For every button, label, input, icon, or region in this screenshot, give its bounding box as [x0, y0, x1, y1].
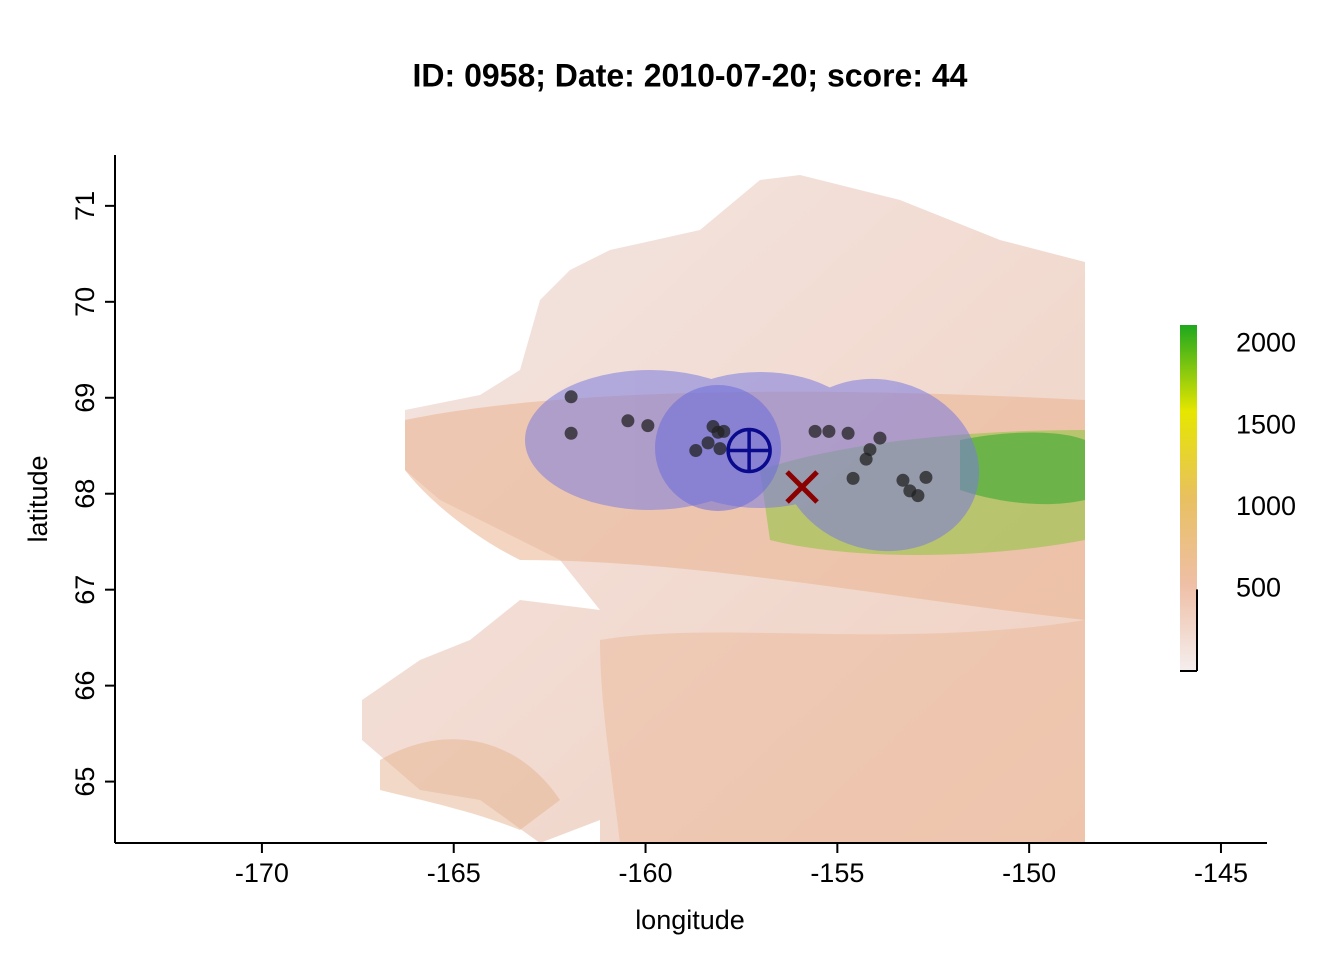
- point: [911, 489, 925, 503]
- colorbar-tick-label: 500: [1236, 573, 1281, 603]
- point: [701, 436, 715, 450]
- y-axis-label: latitude: [23, 455, 53, 542]
- y-tick-label: 67: [70, 575, 100, 605]
- point: [822, 424, 836, 438]
- y-tick-label: 68: [70, 479, 100, 509]
- point: [713, 442, 727, 456]
- point: [808, 424, 822, 438]
- y-tick-label: 69: [70, 383, 100, 413]
- point: [689, 444, 703, 458]
- y-tick-label: 70: [70, 287, 100, 317]
- y-tick-label: 65: [70, 767, 100, 797]
- x-axis-label: longitude: [635, 905, 745, 935]
- point: [564, 426, 578, 440]
- point: [846, 471, 860, 485]
- colorbar: [1180, 325, 1197, 671]
- point: [859, 452, 873, 466]
- chart-title: ID: 0958; Date: 2010-07-20; score: 44: [413, 57, 968, 93]
- colorbar-tick-label: 1500: [1236, 409, 1296, 439]
- point: [919, 470, 933, 484]
- point: [717, 424, 731, 438]
- y-tick-label: 71: [70, 191, 100, 221]
- x-tick-label: -165: [427, 858, 481, 888]
- colorbar-tick-label: 1000: [1236, 491, 1296, 521]
- point: [621, 414, 635, 428]
- estimate-marker: [785, 470, 819, 504]
- center-marker: [726, 427, 772, 474]
- point: [841, 426, 855, 440]
- x-tick-label: -170: [235, 858, 289, 888]
- x-tick-label: -145: [1194, 858, 1248, 888]
- point: [564, 390, 578, 404]
- colorbar-tick-label: 2000: [1236, 328, 1296, 358]
- x-tick-label: -155: [810, 858, 864, 888]
- x-tick-label: -150: [1002, 858, 1056, 888]
- point: [641, 419, 655, 433]
- point: [873, 431, 887, 445]
- y-tick-label: 66: [70, 671, 100, 701]
- x-tick-label: -160: [619, 858, 673, 888]
- point: [896, 473, 910, 487]
